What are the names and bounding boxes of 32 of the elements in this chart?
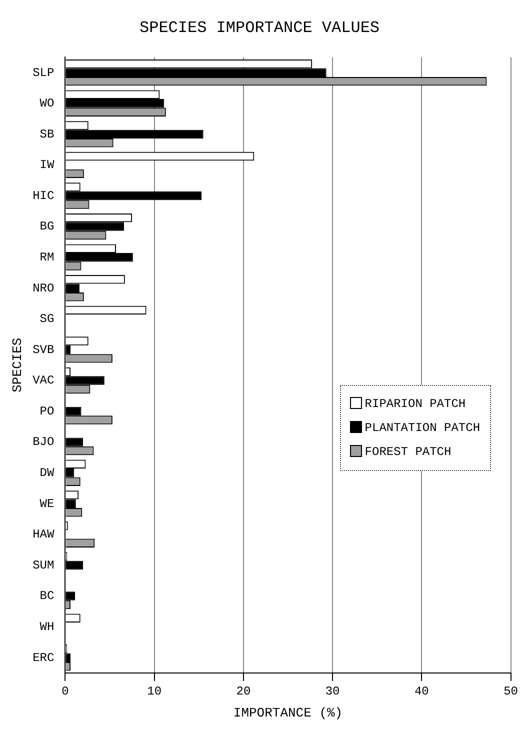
x-tick-label: 50	[504, 684, 518, 698]
x-tick-label: 10	[147, 684, 162, 698]
y-tick-label: HAW	[32, 528, 55, 542]
y-tick-label: BG	[40, 220, 54, 234]
y-tick-label: DW	[40, 466, 55, 480]
y-tick-label: WO	[40, 96, 54, 111]
y-tick-label: IW	[40, 158, 55, 172]
text: RIPARION PATCH	[364, 397, 466, 412]
y-tick-label: SB	[40, 127, 54, 142]
x-tick-label: 20	[236, 684, 251, 698]
y-tick-label: SUM	[32, 558, 54, 572]
legend-label: FOREST PATCH	[364, 445, 452, 460]
y-tick-label: VAC	[32, 374, 54, 388]
chart-title: SPECIES IMPORTANCE VALUES	[139, 18, 380, 37]
y-tick-label: SG	[40, 312, 54, 326]
y-axis-title: SPECIES	[10, 338, 26, 392]
y-tick-label: BC	[40, 589, 54, 604]
y-tick-label: RM	[40, 250, 54, 265]
y-tick-label: HIC	[32, 188, 54, 203]
x-axis-title: IMPORTANCE (%)	[233, 706, 343, 721]
y-tick-label: SVB	[32, 342, 54, 357]
y-tick-label: PO	[40, 404, 54, 418]
y-tick-label: NRO	[32, 281, 54, 296]
y-tick-label: WH	[40, 620, 54, 634]
y-tick-label: SLP	[32, 66, 54, 80]
legend-label: PLANTATION PATCH	[364, 421, 480, 436]
y-tick-label: ERC	[32, 650, 54, 665]
y-tick-label: BJO	[32, 435, 54, 450]
x-tick-label: 0	[62, 684, 69, 698]
y-tick-label: WE	[40, 496, 54, 511]
x-tick-label: 30	[325, 684, 340, 698]
x-tick-label: 40	[414, 684, 429, 698]
